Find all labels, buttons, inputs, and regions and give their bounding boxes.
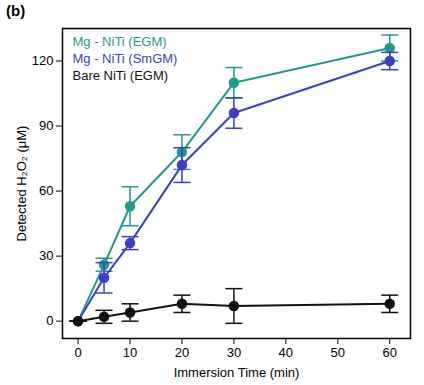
html-text:(b): (b) [6, 2, 26, 19]
svg-text:Immersion Time (min): Immersion Time (min) [174, 365, 300, 380]
svg-text:Mg - NiTi (EGM): Mg - NiTi (EGM) [73, 34, 167, 49]
svg-text:Mg - NiTi (SmGM): Mg - NiTi (SmGM) [73, 51, 178, 66]
svg-text:60: 60 [39, 183, 53, 198]
svg-text:30: 30 [227, 345, 241, 360]
svg-text:60: 60 [382, 345, 396, 360]
svg-text:20: 20 [175, 345, 189, 360]
svg-text:0: 0 [46, 313, 53, 328]
svg-text:90: 90 [39, 118, 53, 133]
svg-text:10: 10 [123, 345, 137, 360]
svg-text:40: 40 [279, 345, 293, 360]
svg-text:0: 0 [74, 345, 81, 360]
svg-text:Bare NiTi (EGM): Bare NiTi (EGM) [73, 68, 169, 83]
svg-text:120: 120 [32, 53, 54, 68]
svg-text:Detected H₂O₂ (μM): Detected H₂O₂ (μM) [14, 126, 29, 242]
svg-text:30: 30 [39, 248, 53, 263]
svg-text:50: 50 [331, 345, 345, 360]
